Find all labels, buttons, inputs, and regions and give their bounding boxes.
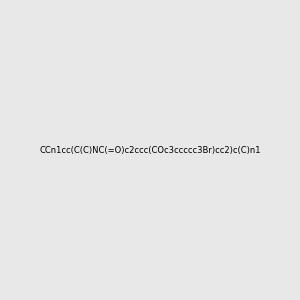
Text: CCn1cc(C(C)NC(=O)c2ccc(COc3ccccc3Br)cc2)c(C)n1: CCn1cc(C(C)NC(=O)c2ccc(COc3ccccc3Br)cc2)… <box>39 146 261 154</box>
